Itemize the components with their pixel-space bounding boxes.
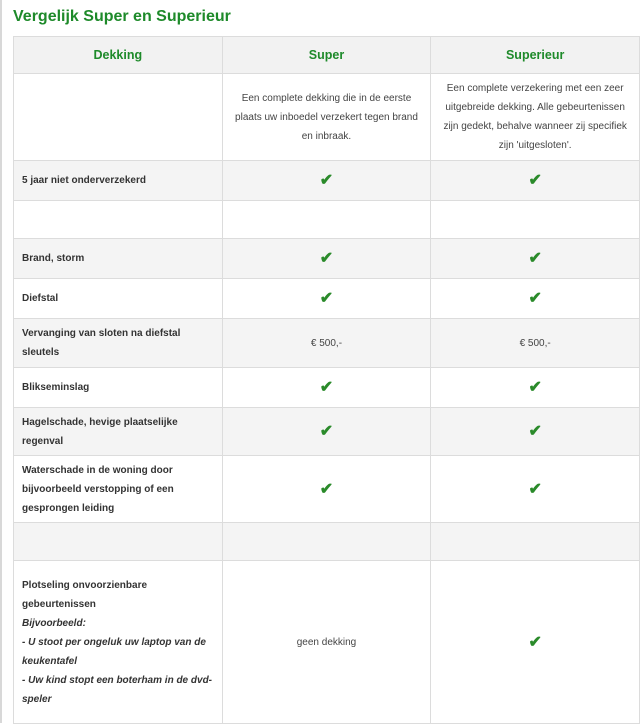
check-icon: ✔ <box>221 407 432 456</box>
row-label <box>13 200 223 239</box>
row-label: Plotseling onvoorzienbare gebeurtenissen… <box>13 560 223 724</box>
header-dekking: Dekking <box>13 36 223 74</box>
super-description: Een complete dekking die in de eerste pl… <box>221 73 432 161</box>
check-icon: ✔ <box>430 407 640 456</box>
check-icon: ✔ <box>430 367 640 408</box>
row-label: Vervanging van sloten na diefstal sleute… <box>13 318 223 368</box>
row-label: 5 jaar niet onderverzekerd <box>13 160 223 201</box>
check-icon: ✔ <box>430 560 640 724</box>
table-row: Diefstal ✔ ✔ <box>13 278 640 319</box>
check-icon: ✔ <box>221 278 432 319</box>
check-icon: ✔ <box>430 455 640 523</box>
table-row: Plotseling onvoorzienbare gebeurtenissen… <box>13 560 640 724</box>
super-value: € 500,- <box>221 318 432 368</box>
super-value <box>221 522 432 561</box>
super-value: geen dekking <box>221 560 432 724</box>
check-icon: ✔ <box>221 455 432 523</box>
check-icon: ✔ <box>221 367 432 408</box>
table-row: 5 jaar niet onderverzekerd ✔ ✔ <box>13 160 640 201</box>
table-row <box>13 200 640 239</box>
check-icon: ✔ <box>430 238 640 279</box>
left-border <box>0 0 2 723</box>
row-label <box>13 522 223 561</box>
row-label: Hagelschade, hevige plaatselijke regenva… <box>13 407 223 456</box>
check-icon: ✔ <box>221 238 432 279</box>
header-super: Super <box>221 36 432 74</box>
description-row: Een complete dekking die in de eerste pl… <box>13 73 640 161</box>
superieur-value: € 500,- <box>430 318 640 368</box>
table-row: Blikseminslag ✔ ✔ <box>13 367 640 408</box>
comparison-table: Dekking Super Superieur Een complete dek… <box>13 36 640 724</box>
super-value <box>221 200 432 239</box>
row-label: Waterschade in de woning door bijvoorbee… <box>13 455 223 523</box>
check-icon: ✔ <box>430 160 640 201</box>
table-row: Brand, storm ✔ ✔ <box>13 238 640 279</box>
row-label: Blikseminslag <box>13 367 223 408</box>
check-icon: ✔ <box>221 160 432 201</box>
table-header: Dekking Super Superieur <box>13 36 640 74</box>
table-row: Hagelschade, hevige plaatselijke regenva… <box>13 407 640 456</box>
table-row: Vervanging van sloten na diefstal sleute… <box>13 318 640 368</box>
superieur-description: Een complete verzekering met een zeer ui… <box>430 73 640 161</box>
header-superieur: Superieur <box>430 36 640 74</box>
row-label: Diefstal <box>13 278 223 319</box>
table-row <box>13 522 640 561</box>
superieur-value <box>430 200 640 239</box>
row-label: Brand, storm <box>13 238 223 279</box>
check-icon: ✔ <box>430 278 640 319</box>
table-row: Waterschade in de woning door bijvoorbee… <box>13 455 640 523</box>
superieur-value <box>430 522 640 561</box>
page-title: Vergelijk Super en Superieur <box>13 8 231 25</box>
